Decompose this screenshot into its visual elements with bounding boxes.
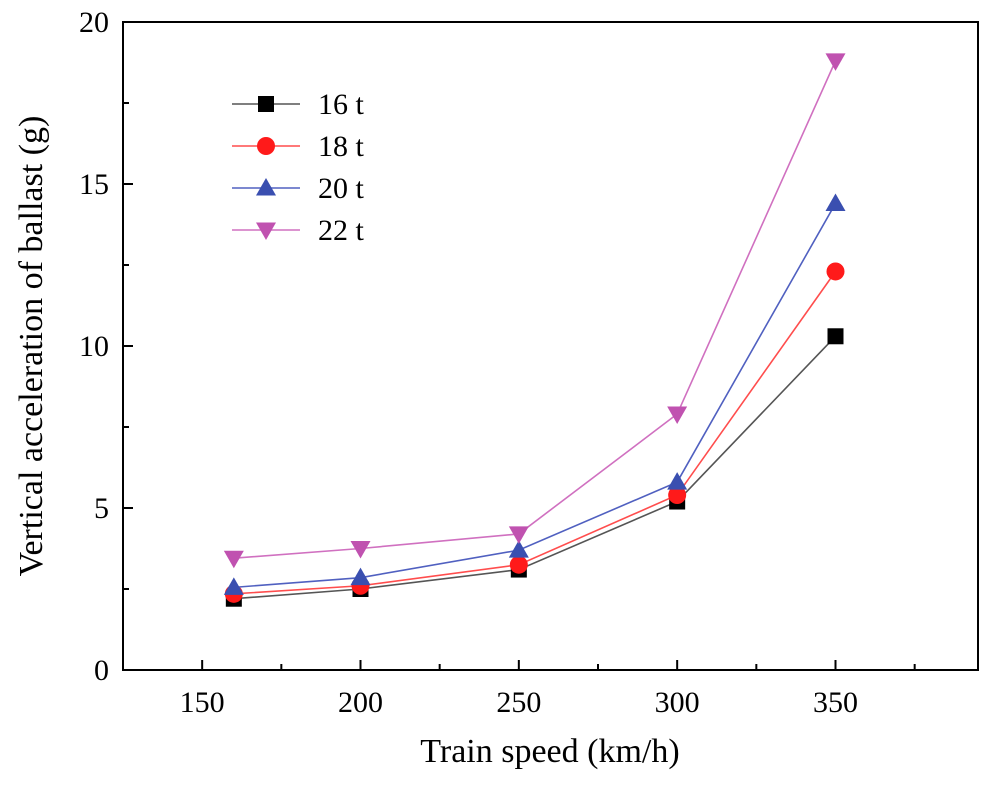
plot-frame (122, 21, 979, 671)
x-tick-label: 200 (338, 686, 383, 719)
series-line (233, 335, 837, 600)
data-point (223, 550, 244, 569)
y-axis-title: Vertical acceleration of ballast (g) (13, 116, 50, 577)
legend-marker (256, 178, 276, 196)
y-tick-label: 10 (79, 330, 109, 363)
legend-entry: 20 t (232, 172, 365, 205)
y-tick-label: 5 (94, 492, 109, 525)
legend-marker (256, 222, 276, 240)
data-point (667, 472, 688, 490)
data-point (826, 262, 845, 281)
y-axis-ticks: 0 5 10 15 20 (79, 6, 133, 687)
legend-label: 20 t (318, 172, 365, 205)
legend-entry: 22 t (232, 214, 365, 247)
x-tick-label: 250 (496, 686, 541, 719)
series-line (233, 271, 837, 595)
legend-label: 18 t (318, 130, 365, 163)
legend: 16 t 18 t 20 t 22 t (232, 88, 365, 247)
legend-entry: 16 t (232, 88, 365, 121)
series-22t (223, 53, 846, 569)
data-point (825, 53, 846, 71)
x-axis-ticks: 150 200 250 300 350 (122, 660, 916, 719)
x-tick-label: 300 (655, 686, 700, 719)
legend-label: 16 t (318, 88, 365, 121)
legend-entry: 18 t (232, 130, 365, 163)
data-point (509, 555, 528, 574)
data-point (825, 193, 846, 211)
series-layer (223, 53, 846, 607)
legend-marker (257, 137, 275, 155)
data-point (350, 567, 371, 586)
data-point (668, 486, 687, 505)
data-point (508, 526, 529, 544)
data-point (223, 577, 244, 595)
data-point (667, 406, 688, 425)
data-point (827, 328, 844, 345)
y-tick-label: 15 (79, 168, 109, 201)
legend-label: 22 t (318, 214, 365, 247)
data-point (508, 540, 529, 558)
y-tick-label: 0 (94, 654, 109, 687)
y-tick-label: 20 (79, 6, 109, 39)
series-20t (223, 193, 846, 595)
x-axis-title: Train speed (km/h) (420, 733, 679, 770)
series-16t (225, 328, 844, 607)
x-tick-label: 350 (813, 686, 858, 719)
legend-marker (258, 96, 274, 112)
x-tick-label: 150 (180, 686, 225, 719)
data-point (350, 541, 371, 559)
